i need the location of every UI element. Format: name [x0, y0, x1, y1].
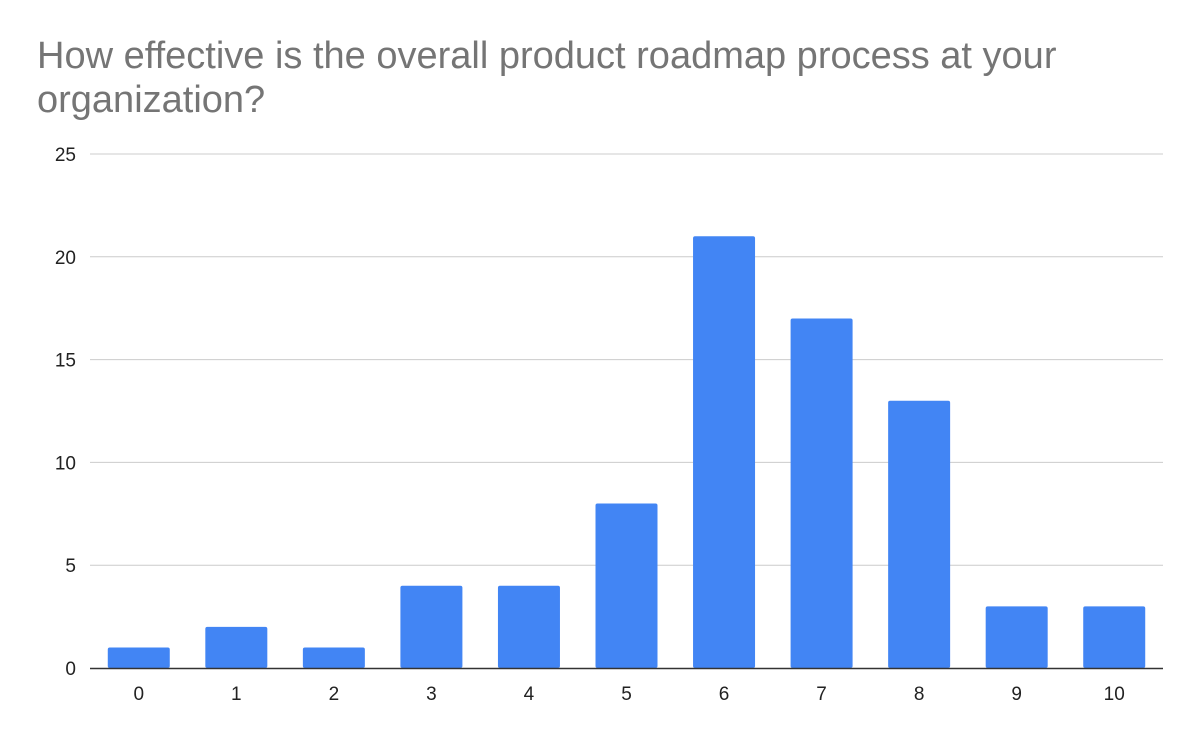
bar-0 — [107, 647, 170, 668]
y-tick-label: 5 — [65, 556, 76, 577]
x-tick-label: 10 — [1104, 684, 1125, 705]
bar-6 — [693, 236, 756, 669]
y-tick-label: 15 — [55, 351, 76, 372]
chart-title: How effective is the overall product roa… — [37, 35, 1057, 121]
bar-8 — [888, 400, 951, 668]
bar-9 — [985, 606, 1048, 668]
bar-7 — [790, 318, 853, 668]
bar-2 — [302, 647, 365, 668]
x-tick-label: 8 — [914, 684, 925, 705]
x-tick-label: 1 — [231, 684, 242, 705]
x-tick-label: 7 — [816, 684, 827, 705]
bar-5 — [595, 503, 658, 668]
x-axis-tick-labels: 0 1 2 3 4 5 6 7 8 9 10 — [133, 684, 1124, 705]
bar-1 — [205, 626, 268, 668]
x-tick-label: 2 — [329, 684, 340, 705]
y-tick-label: 20 — [55, 248, 76, 269]
y-tick-label: 25 — [55, 145, 76, 166]
bar-10 — [1083, 606, 1146, 668]
y-axis-tick-labels: 0 5 10 15 20 25 — [55, 145, 76, 680]
y-tick-label: 10 — [55, 453, 76, 474]
bar-3 — [400, 585, 463, 668]
x-tick-label: 5 — [621, 684, 632, 705]
bars — [107, 236, 1146, 669]
x-tick-label: 6 — [719, 684, 730, 705]
y-tick-label: 0 — [65, 659, 76, 680]
x-tick-label: 4 — [524, 684, 535, 705]
x-tick-label: 0 — [133, 684, 144, 705]
x-tick-label: 9 — [1011, 684, 1022, 705]
x-tick-label: 3 — [426, 684, 437, 705]
bar-4 — [497, 585, 560, 668]
